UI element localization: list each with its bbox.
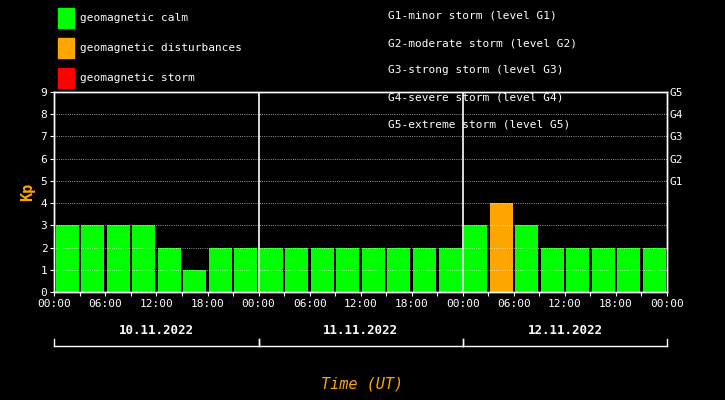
Bar: [336, 248, 360, 292]
Bar: [541, 248, 563, 292]
Bar: [413, 248, 436, 292]
Bar: [209, 248, 232, 292]
Bar: [260, 248, 283, 292]
Bar: [464, 225, 487, 292]
Text: 10.11.2022: 10.11.2022: [119, 324, 194, 336]
Bar: [286, 248, 308, 292]
Bar: [592, 248, 615, 292]
Text: geomagnetic disturbances: geomagnetic disturbances: [80, 43, 241, 53]
Bar: [56, 225, 78, 292]
Text: G4-severe storm (level G4): G4-severe storm (level G4): [388, 93, 563, 103]
Bar: [362, 248, 385, 292]
Bar: [107, 225, 130, 292]
Bar: [311, 248, 334, 292]
Y-axis label: Kp: Kp: [20, 183, 35, 201]
Text: Time (UT): Time (UT): [321, 376, 404, 392]
Bar: [81, 225, 104, 292]
Bar: [439, 248, 462, 292]
Bar: [617, 248, 640, 292]
Bar: [489, 203, 513, 292]
Bar: [234, 248, 257, 292]
Bar: [566, 248, 589, 292]
Bar: [132, 225, 155, 292]
Text: G2-moderate storm (level G2): G2-moderate storm (level G2): [388, 38, 577, 48]
Text: 12.11.2022: 12.11.2022: [527, 324, 602, 336]
Bar: [387, 248, 410, 292]
Text: G1-minor storm (level G1): G1-minor storm (level G1): [388, 11, 557, 21]
Bar: [183, 270, 206, 292]
Text: G5-extreme storm (level G5): G5-extreme storm (level G5): [388, 120, 570, 130]
Bar: [158, 248, 181, 292]
Text: geomagnetic storm: geomagnetic storm: [80, 73, 194, 83]
Text: 11.11.2022: 11.11.2022: [323, 324, 398, 336]
Bar: [643, 248, 666, 292]
Text: G3-strong storm (level G3): G3-strong storm (level G3): [388, 66, 563, 76]
Text: geomagnetic calm: geomagnetic calm: [80, 13, 188, 23]
Bar: [515, 225, 538, 292]
